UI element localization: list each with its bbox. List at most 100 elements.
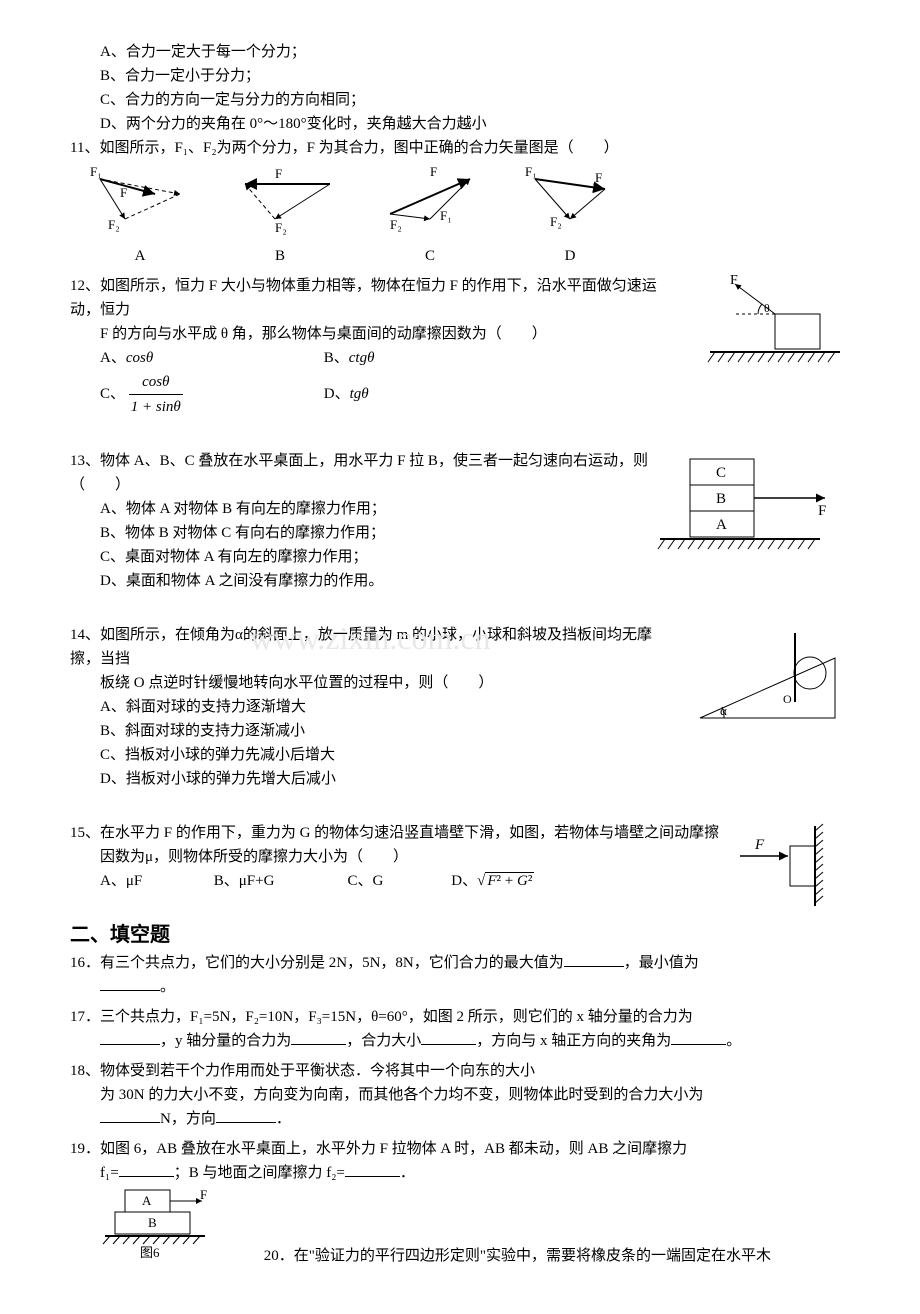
q13-optA: A、物体 A 对物体 B 有向左的摩擦力作用； [100, 497, 650, 521]
q18-blank1[interactable] [100, 1107, 160, 1123]
q12-optB-val: ctgθ [349, 350, 375, 366]
q13-A: A [716, 517, 727, 533]
q14-O: O [783, 692, 792, 706]
q17-blank4[interactable] [671, 1029, 726, 1045]
q14-optB: B、斜面对球的支持力逐渐减小 [100, 719, 680, 743]
q13-optC: C、桌面对物体 A 有向左的摩擦力作用； [100, 545, 650, 569]
q15A-pre: A、 [100, 873, 126, 889]
q19-blank1[interactable] [119, 1161, 174, 1177]
q11C-label: C [370, 244, 490, 268]
q18-stem: 18、物体受到若干个力作用而处于平衡状态．今将其中一个向东的大小 [70, 1063, 535, 1079]
q13-optD: D、桌面和物体 A 之间没有摩擦力的作用。 [100, 569, 650, 593]
q11: 11、如图所示，F₁、F₂为两个分力，F 为其合力，图中正确的合力矢量图是（ ）… [70, 136, 850, 268]
q12-optD-pre: D、 [324, 386, 350, 402]
q11C-F: F [430, 164, 437, 179]
q12-optA-pre: A、 [100, 350, 126, 366]
q18-blank2[interactable] [216, 1107, 276, 1123]
q14-stem2: 板绕 O 点逆时针缓慢地转向水平位置的过程中，则（ ） [70, 671, 680, 695]
q15-stem2: 因数为μ，则物体所受的摩擦力大小为（ ） [70, 845, 720, 869]
q12-optB: B、ctgθ [324, 346, 375, 370]
q12-theta: θ [764, 301, 770, 315]
q13-F: F [818, 503, 826, 519]
section2-title: 二、填空题 [70, 919, 850, 951]
q19-stem: 19．如图 6，AB 叠放在水平桌面上，水平外力 F 拉物体 A 时，AB 都未… [70, 1141, 687, 1157]
q12-optC-num: cosθ [129, 370, 183, 395]
q19-stem2: f₁= [100, 1165, 119, 1181]
q15-stem: 15、在水平力 F 的作用下，重力为 G 的物体匀速沿竖直墙壁下滑，如图，若物体… [70, 821, 720, 845]
q15-diagram: F [720, 821, 850, 911]
q11-diagrams: F₁ F F₂ A F F₂ B F F₂ [90, 164, 850, 268]
q14-optD: D、挡板对小球的弹力先增大后减小 [100, 767, 680, 791]
q17-stem4: ，方向与 x 轴正方向的夹角为 [476, 1033, 671, 1049]
q19: 19．如图 6，AB 叠放在水平桌面上，水平外力 F 拉物体 A 时，AB 都未… [70, 1137, 850, 1268]
q15-F: F [754, 837, 765, 853]
q11D-F1: F₁ [525, 164, 537, 179]
q13-C: C [716, 465, 726, 481]
q13-stem: 13、物体 A、B、C 叠放在水平桌面上，用水平力 F 拉 B，使三者一起匀速向… [70, 449, 650, 497]
q15C-val: G [373, 873, 384, 889]
q18-stem2: 为 30N 的力大小不变，方向变为向南，而其他各个力均不变，则物体此时受到的合力… [100, 1087, 703, 1103]
q15B-val: μF+G [239, 873, 275, 889]
q15-optB: B、μF+G [214, 869, 314, 893]
q15A-val: μF [126, 873, 142, 889]
q10-optC: C、合力的方向一定与分力的方向相同； [100, 88, 850, 112]
q16-stem: 16．有三个共点力，它们的大小分别是 2N，5N，8N，它们合力的最大值为 [70, 955, 564, 971]
q19-B: B [148, 1215, 157, 1230]
q15: 15、在水平力 F 的作用下，重力为 G 的物体匀速沿竖直墙壁下滑，如图，若物体… [70, 821, 850, 911]
q19-blank2[interactable] [345, 1161, 400, 1177]
q13-B: B [716, 491, 726, 507]
q16-blank2[interactable] [100, 975, 160, 991]
q17-stem2: ，y 轴分量的合力为 [160, 1033, 291, 1049]
q12-optC-pre: C、 [100, 386, 125, 402]
q17-blank1[interactable] [100, 1029, 160, 1045]
q17-stem5: 。 [726, 1033, 741, 1049]
q14-diagram: O α [680, 623, 850, 733]
q17: 17．三个共点力，F₁=5N，F₂=10N，F₃=15N，θ=60°，如图 2 … [70, 1005, 850, 1053]
q12-diagram: F θ [680, 274, 850, 374]
q17-blank3[interactable] [421, 1029, 476, 1045]
q11-stem: 11、如图所示，F₁、F₂为两个分力，F 为其合力，图中正确的合力矢量图是（ ） [70, 136, 850, 160]
q12-optC-den: 1 + sinθ [129, 395, 183, 419]
q18-stem4: ． [276, 1111, 291, 1127]
q11B-F: F [275, 166, 282, 181]
q14: www.zixin.com.cn 14、如图所示，在倾角为α的斜面上，放一质量为… [70, 623, 850, 791]
q16: 16．有三个共点力，它们的大小分别是 2N，5N，8N，它们合力的最大值为 ，最小… [70, 951, 850, 999]
q14-optC: C、挡板对小球的弹力先减小后增大 [100, 743, 680, 767]
q12-optA: A、cosθ [100, 346, 290, 370]
q19-diagram: A B F 图6 [100, 1185, 220, 1260]
q12-optD: D、tgθ [324, 382, 369, 406]
q15D-pre: D、 [451, 873, 477, 889]
q10-optA: A、合力一定大于每一个分力； [100, 40, 850, 64]
q10-optB: B、合力一定小于分力； [100, 64, 850, 88]
q19-A: A [142, 1193, 152, 1208]
q11-diagB: F F₂ B [220, 164, 340, 268]
q11D-F2: F₂ [550, 214, 562, 229]
q11C-F1: F₁ [440, 208, 452, 223]
q12-optA-val: cosθ [126, 350, 153, 366]
q12-optB-pre: B、 [324, 350, 349, 366]
q16-blank1[interactable] [564, 951, 624, 967]
q11D-label: D [520, 244, 620, 268]
q12-F: F [730, 273, 738, 288]
q12: 12、如图所示，恒力 F 大小与物体重力相等，物体在恒力 F 的作用下，沿水平面… [70, 274, 850, 419]
q15-optD: D、√F² + G² [451, 869, 534, 893]
q12-stem2: F 的方向与水平成 θ 角，那么物体与桌面间的动摩擦因数为（ ） [70, 322, 680, 346]
q19-stem4: ． [400, 1165, 415, 1181]
q17-stem: 17．三个共点力，F₁=5N，F₂=10N，F₃=15N，θ=60°，如图 2 … [70, 1009, 693, 1025]
q15-optC: C、G [348, 869, 418, 893]
q13: 13、物体 A、B、C 叠放在水平桌面上，用水平力 F 拉 B，使三者一起匀速向… [70, 449, 850, 593]
q19-stem3: ；B 与地面之间摩擦力 f₂= [174, 1165, 345, 1181]
q16-stem2: ，最小值为 [624, 955, 699, 971]
q11C-F2: F₂ [390, 217, 402, 232]
q10-optD: D、两个分力的夹角在 0°～180°变化时，夹角越大合力越小 [100, 112, 850, 136]
q17-blank2[interactable] [291, 1029, 346, 1045]
q14-optA: A、斜面对球的支持力逐渐增大 [100, 695, 680, 719]
q19-fig: 图6 [140, 1245, 160, 1260]
q12-optD-val: tgθ [350, 386, 369, 402]
q12-optC: C、 cosθ1 + sinθ [100, 370, 290, 419]
q11-diagD: F₁ F F₂ D [520, 164, 620, 268]
q11-diagA: F₁ F F₂ A [90, 164, 190, 268]
q15C-pre: C、 [348, 873, 373, 889]
q11B-label: B [220, 244, 340, 268]
q11D-F: F [595, 170, 602, 185]
